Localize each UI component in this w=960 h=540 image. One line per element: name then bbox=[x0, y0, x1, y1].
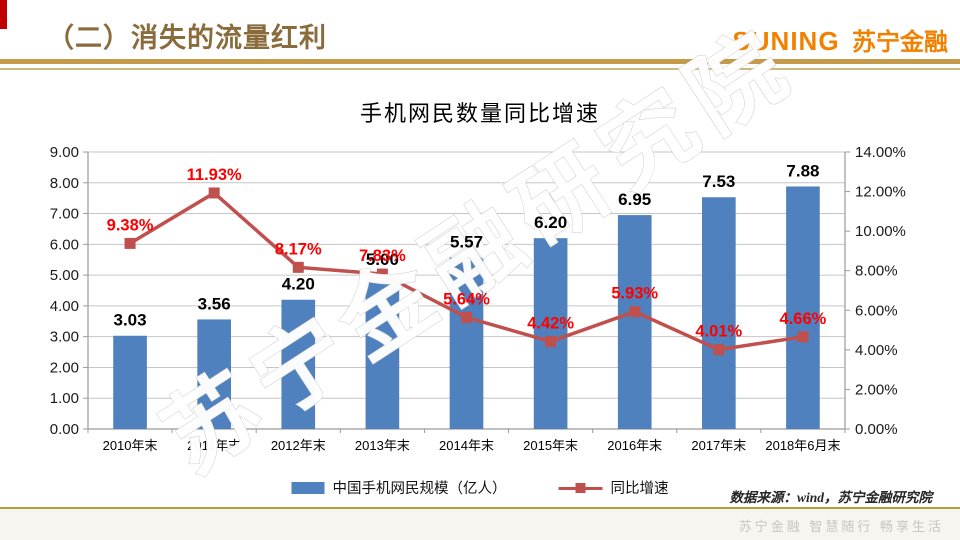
footer-gold-rule bbox=[0, 507, 960, 509]
bar bbox=[533, 238, 568, 429]
page-title: （二）消失的流量红利 bbox=[47, 23, 327, 53]
x-axis-category-label: 2015年末 bbox=[523, 438, 578, 453]
footer-bar: 苏宁金融 智慧随行 畅享生活 bbox=[0, 507, 960, 540]
bar-value-label: 4.20 bbox=[282, 275, 315, 294]
bar bbox=[365, 275, 400, 429]
legend-bar-label: 中国手机网民规模（亿人） bbox=[332, 481, 507, 497]
x-axis-category-label: 2012年末 bbox=[271, 438, 326, 453]
bar bbox=[113, 335, 147, 429]
bar-value-label: 7.53 bbox=[702, 172, 735, 191]
left-axis-tick-label: 2.00 bbox=[50, 359, 79, 376]
left-axis-tick-label: 4.00 bbox=[50, 298, 79, 315]
x-axis-category-label: 2018年6月末 bbox=[765, 438, 840, 453]
left-axis-tick-label: 3.00 bbox=[50, 329, 79, 346]
line-series bbox=[129, 190, 804, 352]
bar-value-label: 7.88 bbox=[786, 161, 819, 180]
bar bbox=[281, 299, 316, 429]
left-axis-tick-label: 5.00 bbox=[50, 267, 79, 284]
line-marker bbox=[713, 344, 725, 356]
line-value-label: 5.93% bbox=[611, 285, 658, 303]
x-axis-category-label: 2016年末 bbox=[607, 438, 662, 453]
left-axis-tick-label: 6.00 bbox=[50, 236, 79, 253]
bar bbox=[786, 186, 820, 429]
bar-value-label: 6.95 bbox=[618, 190, 651, 209]
line-marker bbox=[292, 261, 304, 273]
right-axis-tick-label: 12.00% bbox=[855, 184, 906, 201]
line-marker bbox=[208, 187, 220, 199]
bar-value-label: 3.56 bbox=[198, 294, 231, 313]
logo-text-cn: 苏宁金融 bbox=[852, 29, 948, 56]
right-axis-tick-label: 10.00% bbox=[855, 223, 906, 240]
red-accent-bar bbox=[0, 0, 7, 29]
left-axis-tick-label: 7.00 bbox=[50, 206, 79, 223]
bar-value-label: 3.03 bbox=[114, 311, 147, 330]
x-axis-category-label: 2011年末 bbox=[187, 438, 241, 453]
legend-line-swatch bbox=[558, 482, 603, 494]
bar-value-label: 6.20 bbox=[534, 213, 567, 232]
line-marker bbox=[461, 311, 472, 323]
legend-item-bar: 中国手机网民规模（亿人） bbox=[291, 477, 507, 498]
line-marker bbox=[376, 268, 388, 280]
line-value-label: 8.17% bbox=[275, 240, 322, 258]
line-value-label: 4.42% bbox=[527, 315, 574, 333]
footer-slogan: 苏宁金融 智慧随行 畅享生活 bbox=[738, 519, 944, 534]
header-rule-thick bbox=[0, 59, 960, 64]
x-axis-category-label: 2013年末 bbox=[355, 438, 410, 453]
bar bbox=[617, 215, 652, 429]
right-axis-tick-label: 6.00% bbox=[855, 302, 898, 319]
x-axis-category-label: 2014年末 bbox=[439, 438, 494, 453]
logo-text-en: SUNING bbox=[732, 26, 840, 56]
line-marker bbox=[629, 306, 641, 318]
legend-line-label: 同比增速 bbox=[610, 481, 669, 497]
bar-value-label: 5.57 bbox=[450, 233, 483, 252]
bar bbox=[702, 197, 736, 429]
header-rule-thin bbox=[0, 68, 960, 70]
x-axis-category-label: 2017年末 bbox=[691, 438, 746, 453]
line-marker bbox=[545, 336, 557, 348]
left-axis-tick-label: 0.00 bbox=[50, 421, 79, 438]
watermark-text: 苏宁金融研究院 bbox=[147, 9, 813, 491]
right-axis-tick-label: 4.00% bbox=[855, 342, 898, 359]
right-axis-tick-label: 14.00% bbox=[855, 144, 906, 161]
chart-title: 手机网民数量同比增速 bbox=[359, 101, 600, 126]
line-value-label: 11.93% bbox=[187, 166, 242, 184]
line-value-label: 4.01% bbox=[695, 323, 742, 341]
legend-bar-swatch bbox=[291, 481, 325, 494]
left-axis-tick-label: 9.00 bbox=[50, 144, 79, 161]
bar-value-label: 5.00 bbox=[366, 250, 399, 269]
data-source-note: 数据来源：wind，苏宁金融研究院 bbox=[729, 490, 932, 505]
line-marker bbox=[797, 331, 809, 343]
right-axis-tick-label: 0.00% bbox=[855, 421, 898, 438]
line-value-label: 9.38% bbox=[107, 216, 154, 234]
line-marker bbox=[124, 237, 136, 249]
legend-line-marker bbox=[575, 482, 586, 493]
right-axis-tick-label: 2.00% bbox=[855, 381, 898, 398]
bar bbox=[449, 257, 484, 429]
bar bbox=[197, 319, 231, 429]
line-value-label: 4.66% bbox=[780, 310, 827, 328]
line-value-label: 7.83% bbox=[359, 247, 406, 265]
suning-logo: SUNING 苏宁金融 bbox=[732, 22, 948, 57]
chart-legend: 中国手机网民规模（亿人） 同比增速 bbox=[291, 477, 669, 498]
left-axis-tick-label: 8.00 bbox=[50, 175, 79, 192]
legend-item-line: 同比增速 bbox=[558, 477, 669, 498]
line-value-label: 5.64% bbox=[443, 290, 490, 308]
x-axis-category-label: 2010年末 bbox=[103, 438, 158, 453]
left-axis-tick-label: 1.00 bbox=[50, 390, 79, 407]
right-axis-tick-label: 8.00% bbox=[855, 263, 898, 280]
